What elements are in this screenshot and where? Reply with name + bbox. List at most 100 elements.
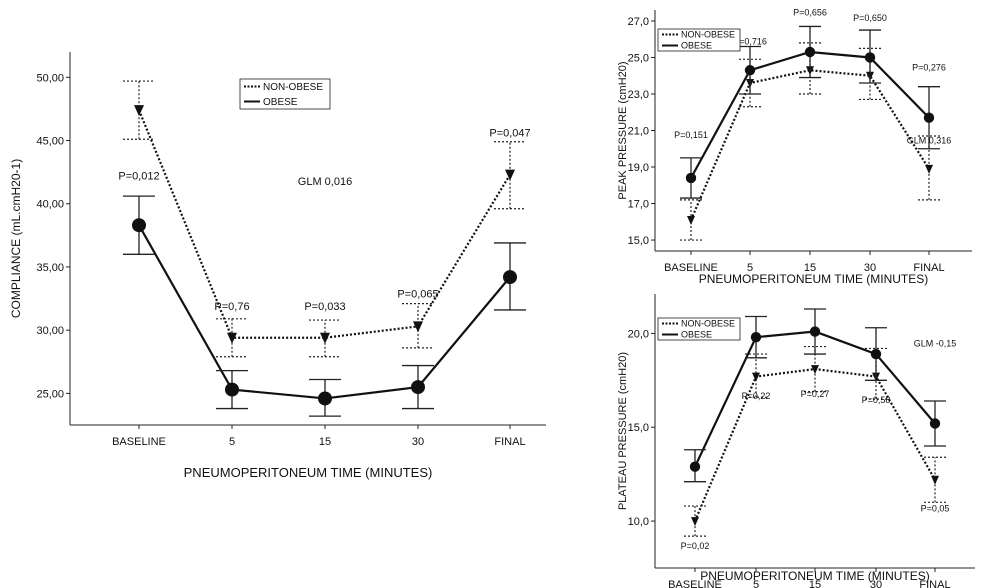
p-value-annotation: P=0,033 — [304, 301, 345, 313]
data-point-circle — [744, 65, 756, 76]
x-tick-label: 15 — [804, 262, 816, 274]
y-tick-label: 25,0 — [628, 52, 649, 64]
data-point-circle — [689, 461, 701, 472]
data-point-triangle — [811, 365, 819, 375]
data-point-triangle — [134, 105, 144, 117]
p-value-annotation: P=0,27 — [801, 389, 830, 399]
x-tick-label: FINAL — [494, 436, 525, 448]
p-value-annotation: P=0,065 — [397, 288, 438, 300]
data-point-circle — [411, 380, 425, 395]
x-tick-label: FINAL — [919, 579, 950, 588]
data-point-triangle — [752, 372, 760, 382]
y-tick-label: 30,00 — [36, 325, 64, 337]
p-value-annotation: P=0,716 — [733, 37, 767, 47]
y-axis-label: COMPLIANCE (mL.cmH20-1) — [9, 159, 23, 318]
data-point-triangle — [227, 332, 237, 344]
p-value-annotation: P=0,276 — [912, 62, 946, 72]
x-axis-label: PNEUMOPERITONEUM TIME (MINUTES) — [184, 465, 433, 480]
y-tick-label: 20,0 — [628, 328, 649, 340]
x-axis-label: PNEUMOPERITONEUM TIME (MINUTES) — [699, 272, 929, 286]
x-tick-label: 15 — [319, 436, 331, 448]
y-tick-label: 10,0 — [628, 516, 649, 528]
y-tick-label: 50,00 — [36, 72, 64, 84]
legend-label: NON-OBESE — [681, 319, 735, 329]
series-non-obese — [684, 345, 946, 537]
p-value-annotation: P=0,02 — [681, 541, 710, 551]
p-value-annotation: P=0,650 — [853, 13, 887, 23]
series-obese — [680, 25, 940, 199]
chart-3: 10,0 15,0 20,0 BASELINE 5 15 30 FINALPNEUMOPERI… — [617, 294, 975, 588]
legend-box — [239, 78, 331, 110]
p-value-annotation: P=0,05 — [921, 504, 950, 514]
y-tick-label: 17,0 — [628, 199, 649, 211]
y-tick-label: 21,0 — [628, 126, 649, 138]
data-point-circle — [864, 52, 876, 63]
data-point-circle — [750, 331, 762, 343]
legend-box — [657, 317, 741, 341]
data-point-circle — [685, 172, 697, 184]
data-point-circle — [809, 326, 821, 337]
data-point-triangle — [925, 164, 933, 174]
p-value-annotation: P=0,151 — [674, 130, 708, 140]
chart-1: 25,00 30,00 35,00 40,00 45,00 50,00 BASELINE 5 1… — [9, 52, 546, 480]
chart-2: 15,0 17,0 19,0 21,0 23,0 25,0 27,0 BASELINE 5 15 3… — [617, 7, 972, 286]
data-point-triangle — [505, 169, 515, 181]
y-tick-label: 27,0 — [628, 16, 649, 28]
y-axis-label: PEAK PRESSURE (cmH20) — [617, 61, 629, 199]
data-point-triangle — [687, 215, 695, 225]
p-value-annotation: P=0,58 — [862, 395, 891, 405]
y-axis-label: PLATEAU PRESSURE (cmH20) — [617, 352, 629, 510]
x-tick-label: FINAL — [913, 262, 944, 274]
x-tick-label: BASELINE — [664, 262, 718, 274]
p-value-annotation: P=0,22 — [742, 391, 771, 401]
y-tick-label: 23,0 — [628, 89, 649, 101]
legend-box — [657, 28, 741, 52]
y-tick-label: 15,0 — [628, 235, 649, 247]
p-value-annotation: GLM 0,316 — [907, 135, 952, 145]
x-tick-label: 30 — [412, 436, 424, 448]
legend-label: OBESE — [681, 41, 712, 51]
data-point-triangle — [320, 332, 330, 344]
x-tick-label: 5 — [747, 262, 753, 274]
x-tick-label: 5 — [753, 579, 759, 588]
x-tick-label: 5 — [229, 436, 235, 448]
x-axis-label: PNEUMOPERITONEUM TIME (MINUTES) — [700, 569, 930, 583]
x-tick-label: 15 — [809, 579, 821, 588]
series-obese — [123, 195, 526, 417]
data-point-triangle — [691, 517, 699, 527]
p-value-annotation: P=0,047 — [489, 128, 530, 140]
data-point-circle — [804, 46, 816, 58]
series-obese — [684, 308, 946, 483]
p-value-annotation: P=0,76 — [214, 301, 249, 313]
x-tick-label: 30 — [864, 262, 876, 274]
p-value-annotation: P=0,656 — [793, 7, 827, 17]
data-point-circle — [503, 270, 517, 285]
p-value-annotation: GLM -0,15 — [914, 339, 957, 349]
series-non-obese — [123, 80, 526, 358]
legend-label: NON-OBESE — [681, 30, 735, 40]
x-tick-label: BASELINE — [668, 579, 722, 588]
y-tick-label: 19,0 — [628, 162, 649, 174]
data-point-circle — [225, 382, 239, 397]
p-value-annotation: GLM 0,016 — [298, 176, 352, 188]
y-tick-label: 45,00 — [36, 136, 64, 148]
legend-label: OBESE — [263, 97, 298, 108]
data-point-circle — [318, 391, 332, 406]
data-point-triangle — [413, 321, 423, 333]
y-tick-label: 35,00 — [36, 262, 64, 274]
y-tick-label: 15,0 — [628, 422, 649, 434]
y-tick-label: 25,00 — [36, 388, 64, 400]
legend: NON-OBESE OBESE — [239, 78, 331, 110]
data-point-circle — [923, 112, 935, 123]
y-tick-label: 40,00 — [36, 199, 64, 211]
data-point-circle — [870, 348, 882, 360]
legend-label: NON-OBESE — [263, 82, 323, 93]
data-point-triangle — [931, 475, 939, 485]
p-value-annotation: P=0,012 — [118, 171, 159, 183]
legend-label: OBESE — [681, 330, 712, 340]
x-tick-label: 30 — [870, 579, 882, 588]
data-point-circle — [929, 418, 941, 429]
